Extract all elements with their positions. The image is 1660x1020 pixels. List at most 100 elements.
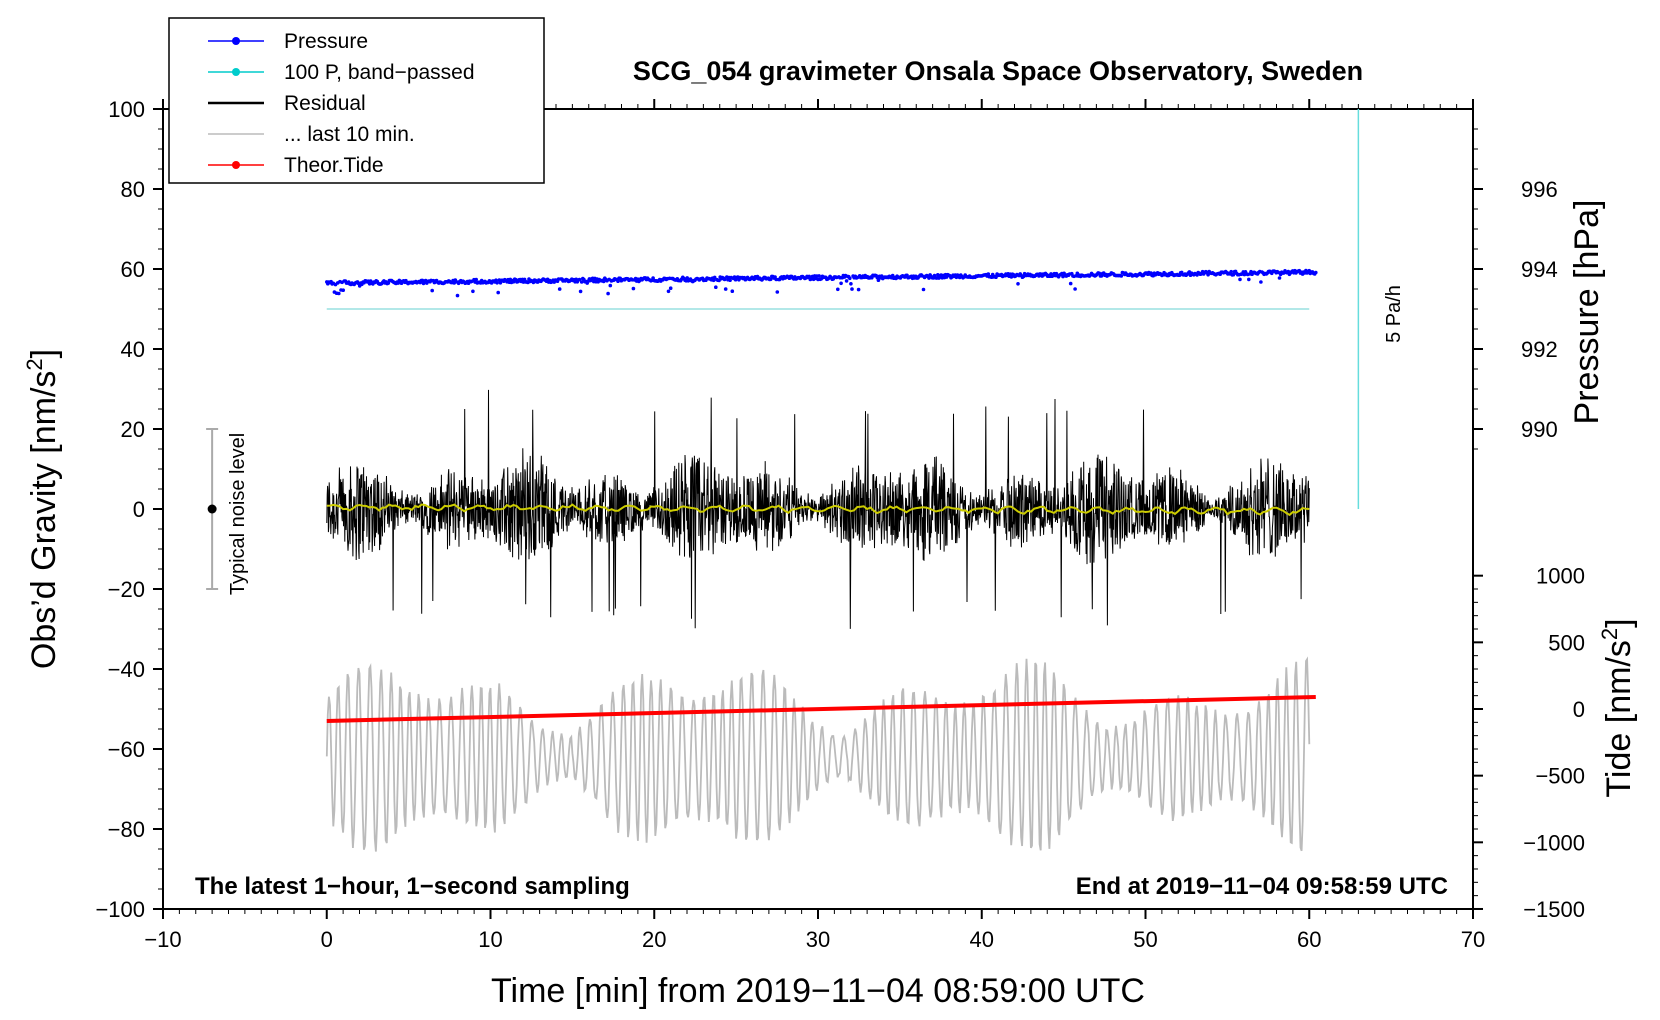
y-tick-label: −60 (108, 737, 145, 762)
series-last-10-min (325, 656, 1311, 852)
y-axis-label-tide-text: Tide [nm/s (1600, 640, 1638, 797)
y-tick-label: 80 (121, 177, 145, 202)
noise-level-dot (207, 504, 217, 514)
y-axis-label-tide: Tide [nm/s2] (1597, 618, 1638, 797)
pressure-point (849, 282, 853, 286)
pressure-point (685, 276, 689, 280)
legend-entry-label: Pressure (284, 30, 368, 53)
x-tick-label: 20 (642, 927, 666, 952)
pressure-point (430, 288, 435, 293)
tide-tick-label: 1000 (1536, 564, 1585, 589)
pressure-point (474, 277, 479, 282)
tide-tick-label: −1500 (1523, 897, 1585, 922)
pressure-point (455, 293, 460, 298)
x-axis-label: Time [min] from 2019−11−04 08:59:00 UTC (491, 972, 1145, 1010)
pressure-point (921, 287, 926, 292)
pressure-point (1119, 274, 1124, 278)
y-tick-label: 40 (121, 337, 145, 362)
pressure-tick-label: 996 (1521, 177, 1558, 202)
pressure-point (1068, 281, 1073, 286)
pressure-point (714, 285, 718, 290)
pressure-point (712, 275, 717, 280)
annotation-bottom-left: The latest 1−hour, 1−second sampling (195, 873, 630, 900)
x-tick-label: 70 (1461, 927, 1485, 952)
rate-marker-label: 5 Pa/h (1383, 285, 1405, 343)
pressure-tick-label: 992 (1521, 337, 1558, 362)
x-tick-label: 50 (1133, 927, 1157, 952)
y-tick-label: −20 (108, 577, 145, 602)
y-axis-label-pressure: Pressure [hPa] (1568, 200, 1606, 425)
series-theor-tide (326, 695, 1316, 723)
pressure-point (1314, 270, 1318, 275)
pressure-point (1259, 280, 1263, 284)
pressure-point (817, 274, 821, 278)
tide-tick-label: −1000 (1523, 830, 1585, 855)
y-axis-label-tide-sup: 2 (1597, 628, 1622, 640)
pressure-point (986, 272, 991, 276)
y-axis-label-tide-close: ] (1600, 618, 1638, 627)
x-tick-label: 60 (1297, 927, 1321, 952)
pressure-point (1229, 269, 1233, 274)
pressure-point (606, 291, 610, 296)
pressure-tick-label: 994 (1521, 257, 1558, 282)
pressure-point (337, 291, 341, 296)
pressure-tick-label: 990 (1521, 417, 1558, 442)
pressure-point (1277, 276, 1282, 280)
y-tick-label: −40 (108, 657, 145, 682)
x-tick-label: 40 (970, 927, 994, 952)
x-tick-label: 30 (806, 927, 830, 952)
pressure-point (578, 289, 583, 294)
series-pressure (325, 268, 1318, 298)
legend-entry-label: 100 P, band−passed (284, 61, 475, 84)
pressure-point (631, 286, 636, 291)
annotation-bottom-right: End at 2019−11−04 09:58:59 UTC (1076, 873, 1448, 900)
pressure-point (768, 277, 773, 282)
y-tick-label: 100 (108, 97, 145, 122)
tide-tick-label: −500 (1535, 764, 1585, 789)
y-tick-label: 20 (121, 417, 145, 442)
x-tick-label: −10 (144, 927, 181, 952)
pressure-point (1016, 282, 1020, 286)
y-axis-label-left-sup: 2 (22, 358, 47, 370)
pressure-point (471, 289, 475, 294)
pressure-point (496, 290, 501, 295)
legend: Pressure 100 P, band−passed Residual ... la… (168, 17, 545, 184)
pressure-point (668, 286, 673, 291)
y-axis-label-left-close: ] (25, 349, 63, 358)
tide-tick-label: 500 (1548, 630, 1585, 655)
chart-title: SCG_054 gravimeter Onsala Space Observat… (633, 56, 1363, 86)
legend-entries: Pressure 100 P, band−passed Residual ... la… (208, 30, 475, 177)
y-axis-label-left: Obs’d Gravity [nm/s2] (22, 349, 63, 669)
series-layer (206, 109, 1360, 852)
y-tick-label: −100 (95, 897, 145, 922)
pressure-point (775, 290, 780, 294)
legend-entry-label: Theor.Tide (284, 154, 384, 177)
pressure-point (730, 289, 735, 294)
pressure-point (666, 289, 671, 294)
legend-swatch-marker (232, 68, 240, 76)
x-tick-label: 10 (478, 927, 502, 952)
tide-tick-label: 0 (1573, 697, 1585, 722)
legend-swatch-marker (232, 161, 240, 169)
pressure-point (722, 277, 727, 282)
pressure-point (723, 287, 728, 291)
pressure-point (608, 283, 613, 288)
pressure-point (1247, 277, 1251, 282)
pressure-point (577, 277, 582, 282)
y-axis-label-left-text: Obs’d Gravity [nm/s (25, 371, 63, 670)
pressure-point (341, 288, 346, 293)
pressure-point (557, 287, 562, 291)
pressure-point (495, 281, 499, 285)
noise-level-label: Typical noise level (227, 433, 249, 595)
x-tick-label: 0 (321, 927, 333, 952)
pressure-point (839, 281, 843, 286)
pressure-point (616, 279, 620, 284)
y-tick-label: 60 (121, 257, 145, 282)
legend-entry-label: ... last 10 min. (284, 123, 415, 146)
legend-swatch-marker (232, 37, 240, 45)
series-residual-smoothed (326, 503, 1310, 517)
legend-box (168, 17, 545, 184)
pressure-point (850, 287, 854, 291)
pressure-point (711, 278, 716, 283)
pressure-point (579, 280, 584, 284)
